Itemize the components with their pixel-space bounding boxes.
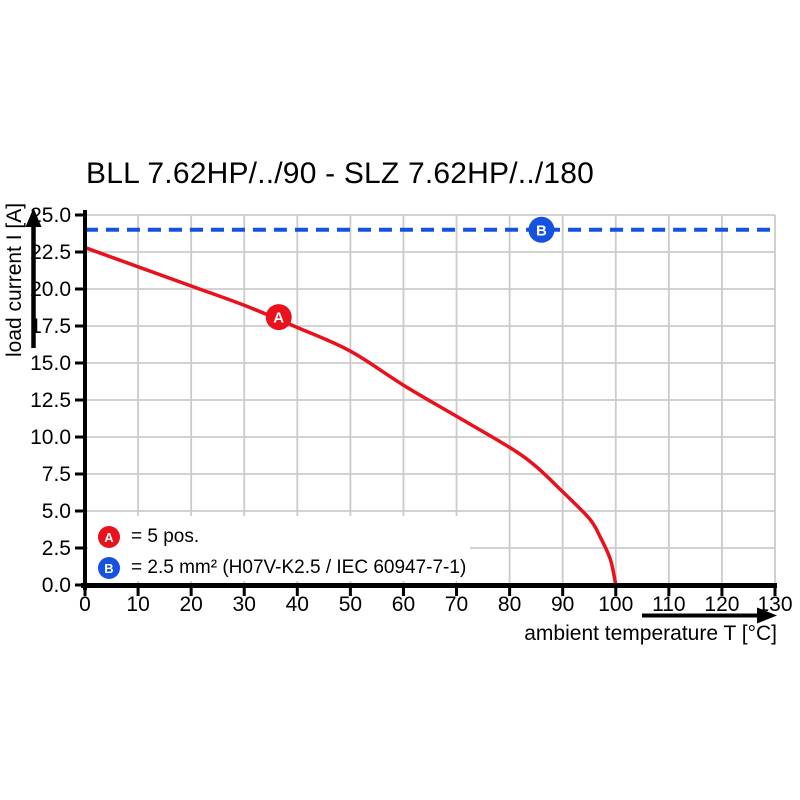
x-tick <box>773 585 777 596</box>
x-axis-arrow-head-icon <box>757 607 777 624</box>
x-tick <box>295 585 299 596</box>
marker-a-badge-icon: A <box>98 526 120 548</box>
x-tick <box>401 585 405 596</box>
y-tick-label: 12.5 <box>30 389 71 412</box>
y-tick <box>75 250 85 254</box>
y-axis-label: load current I [A] <box>3 202 26 357</box>
x-tick <box>455 585 459 596</box>
y-tick <box>75 472 85 476</box>
x-axis-line <box>81 583 777 588</box>
y-tick-label: 7.5 <box>42 463 71 486</box>
series-curve-a <box>84 245 618 586</box>
y-tick <box>75 509 85 513</box>
x-tick <box>189 585 193 596</box>
y-tick <box>75 546 85 550</box>
x-axis-label: ambient temperature T [°C] <box>524 622 777 645</box>
x-tick-label: 0 <box>79 593 91 616</box>
x-tick <box>561 585 565 596</box>
y-tick-label: 15.0 <box>30 352 71 375</box>
x-tick <box>348 585 352 596</box>
legend-item-b-text: = 2.5 mm² (H07V-K2.5 / IEC 60947-7-1) <box>131 557 467 578</box>
x-tick-label: 130 <box>757 593 792 616</box>
x-tick <box>136 585 140 596</box>
y-tick-label: 17.5 <box>30 315 71 338</box>
x-tick-label: 80 <box>498 593 521 616</box>
x-tick <box>614 585 618 596</box>
y-tick <box>75 324 85 328</box>
chart-title: BLL 7.62HP/../90 - SLZ 7.62HP/../180 <box>86 157 595 190</box>
x-tick-label: 90 <box>551 593 574 616</box>
x-tick <box>242 585 246 596</box>
x-tick-label: 30 <box>233 593 256 616</box>
y-tick <box>75 361 85 365</box>
legend-item-a: A = 5 pos. <box>98 526 470 548</box>
y-tick-label: 20.0 <box>30 278 71 301</box>
x-tick-label: 110 <box>652 593 685 616</box>
y-tick <box>75 435 85 439</box>
y-tick-label: 2.5 <box>42 537 71 560</box>
y-tick <box>75 213 85 217</box>
marker-b-icon <box>528 216 555 243</box>
x-tick-label: 40 <box>286 593 309 616</box>
marker-b-letter: B <box>536 222 547 239</box>
y-tick <box>75 287 85 291</box>
marker-b-badge-icon: B <box>98 557 120 579</box>
x-tick-label: 20 <box>179 593 202 616</box>
y-tick-label: 5.0 <box>42 500 71 523</box>
legend: A = 5 pos. B = 2.5 mm² (H07V-K2.5 / IEC … <box>88 516 470 581</box>
x-tick-label: 60 <box>392 593 415 616</box>
marker-a-letter: A <box>273 310 284 327</box>
y-tick-label: 0.0 <box>42 574 71 597</box>
x-tick <box>83 585 87 596</box>
y-tick-label: 22.5 <box>30 241 71 264</box>
y-tick-label: 25.0 <box>30 204 71 227</box>
y-tick-label: 10.0 <box>30 426 71 449</box>
x-tick-label: 100 <box>598 593 633 616</box>
legend-item-b: B = 2.5 mm² (H07V-K2.5 / IEC 60947-7-1) <box>98 557 470 579</box>
legend-item-a-text: = 5 pos. <box>131 526 200 547</box>
y-tick <box>75 583 85 587</box>
y-tick <box>75 398 85 402</box>
x-tick-label: 120 <box>704 593 739 616</box>
x-tick <box>667 585 671 596</box>
x-tick-label: 70 <box>445 593 468 616</box>
marker-a-icon <box>265 304 292 331</box>
x-tick-label: 50 <box>339 593 362 616</box>
x-tick <box>508 585 512 596</box>
x-tick <box>720 585 724 596</box>
x-tick-label: 10 <box>126 593 149 616</box>
y-axis-arrow-head-icon <box>25 208 42 227</box>
